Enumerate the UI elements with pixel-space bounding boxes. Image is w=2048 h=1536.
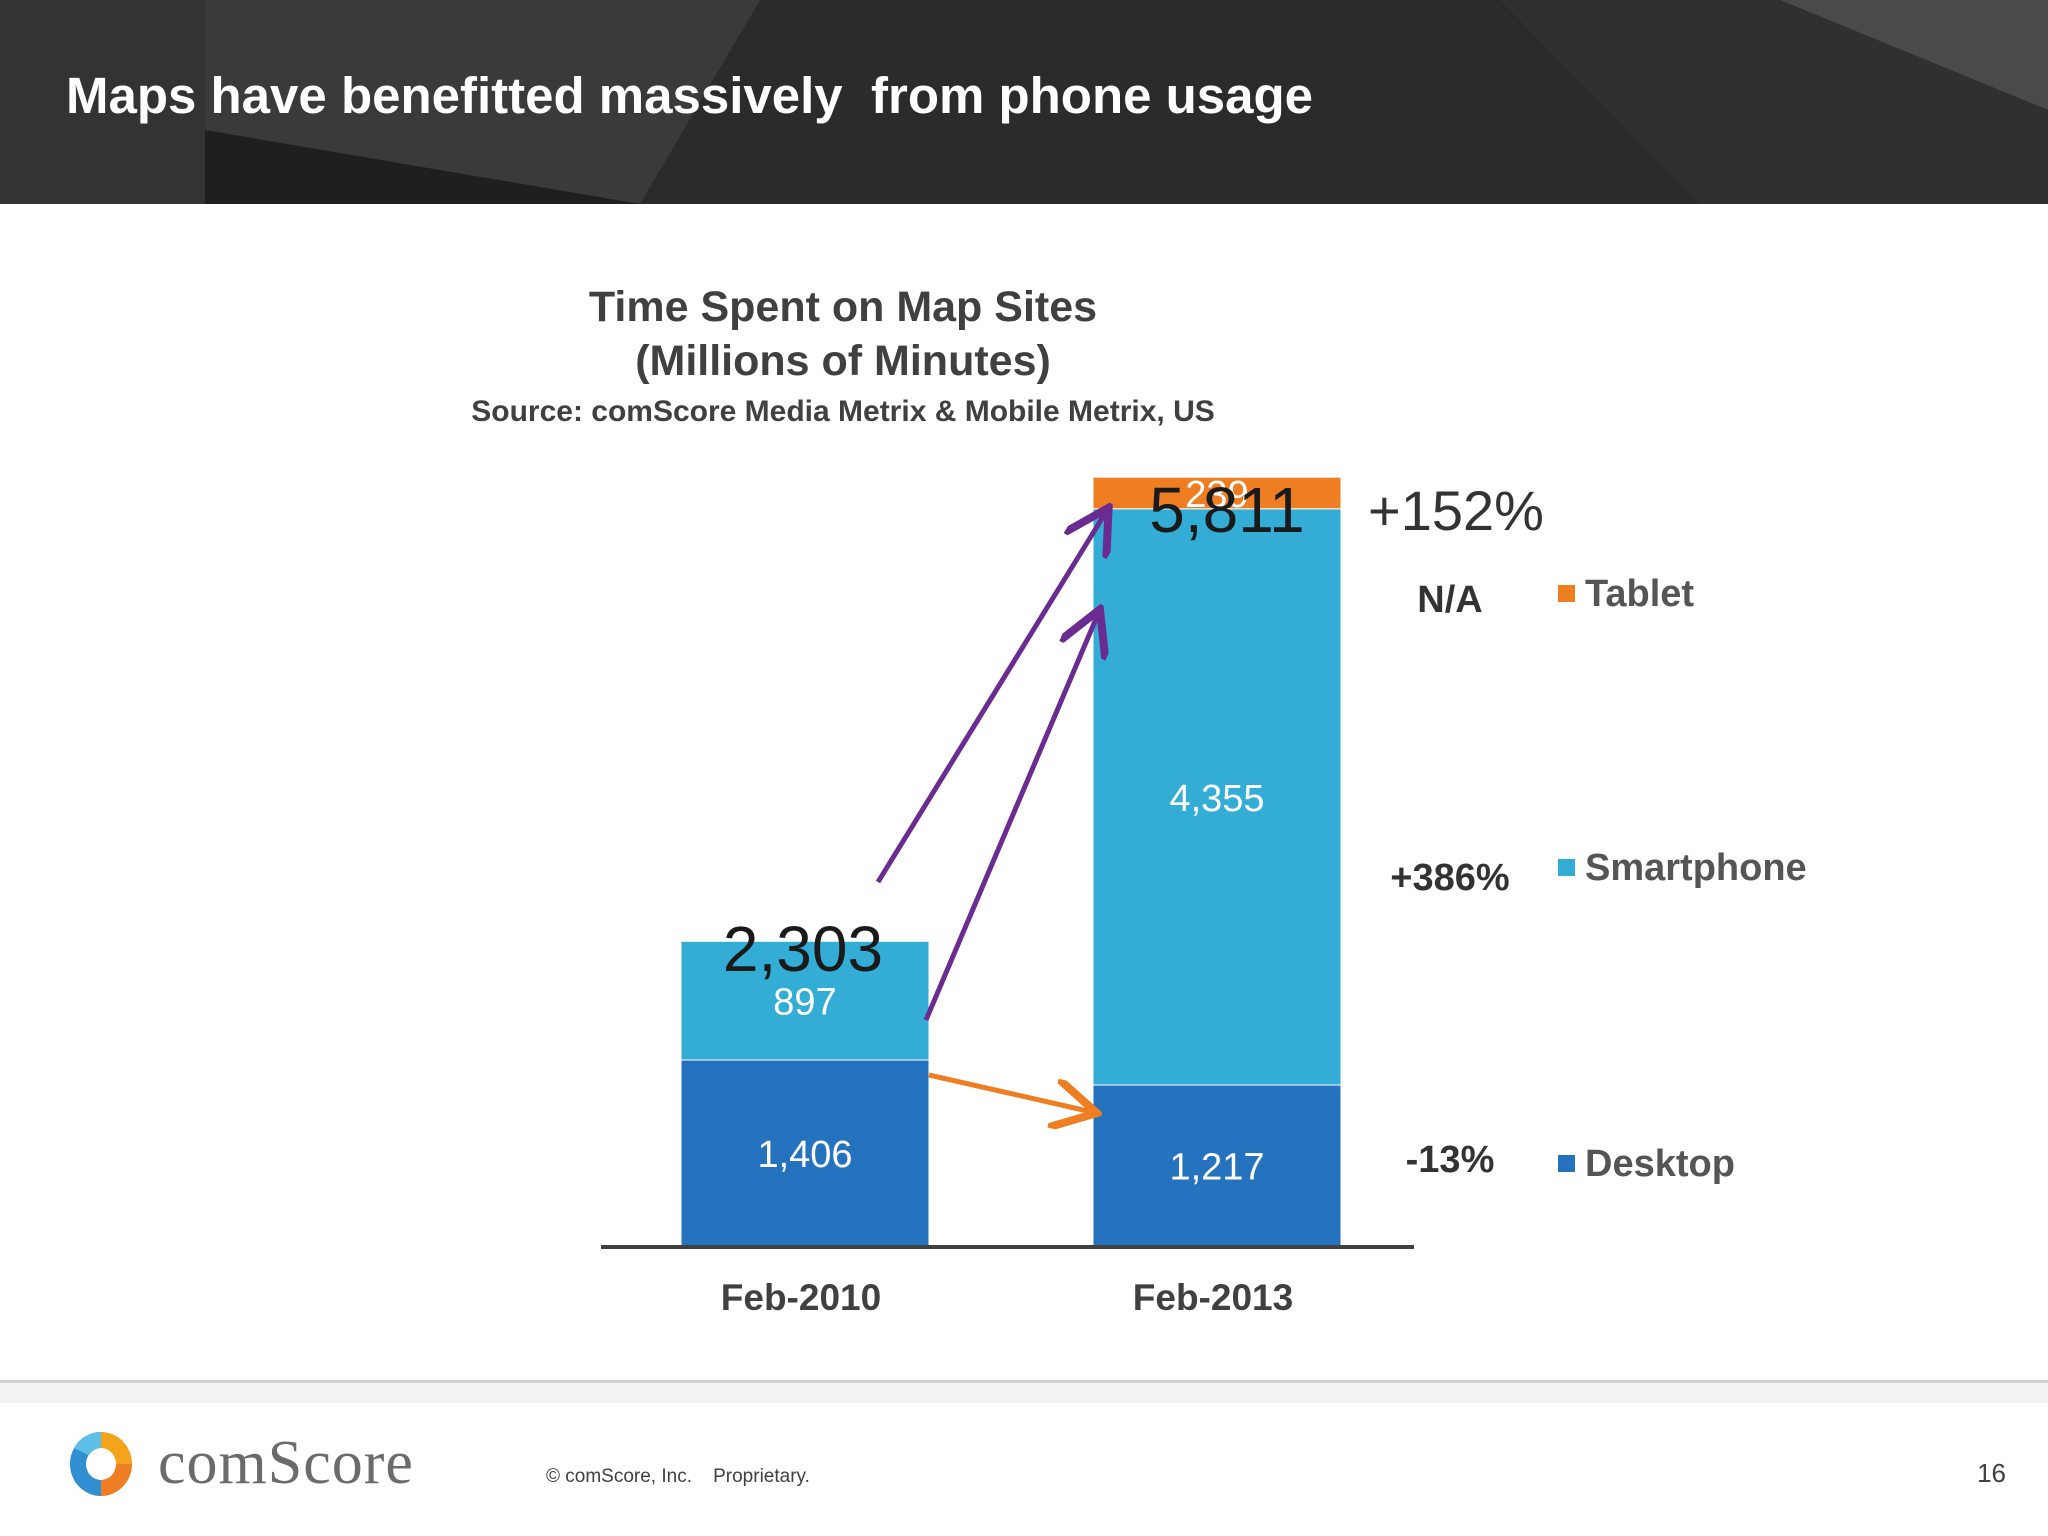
comscore-logo-text: comScore <box>158 1429 414 1497</box>
bar-smartphone-0 <box>680 940 930 1061</box>
comscore-logo-icon <box>70 1431 132 1496</box>
chart-title-units: (Millions of Minutes) <box>635 337 1051 385</box>
footer-band <box>0 1383 2048 1403</box>
bar-tablet-1 <box>1092 476 1342 510</box>
slide-title: Maps have benefitted massively from phon… <box>66 67 1314 124</box>
change-arrow-desktop <box>928 1072 1092 1112</box>
bar-smartphone-1 <box>1092 508 1342 1086</box>
change-label-smartphone: +386% <box>1390 857 1509 899</box>
chart-source: Source: comScore Media Metrix & Mobile M… <box>471 395 1215 428</box>
growth-arrow-total <box>875 512 1106 884</box>
footer-divider <box>0 1380 2048 1383</box>
stacked-bar-chart: 1,406 897 Feb-2010 2,303 1,217 4,355 239 Feb-20… <box>601 474 1807 1318</box>
chart-title: Time Spent on Map Sites <box>588 283 1098 331</box>
legend-swatch-smartphone <box>1558 859 1575 876</box>
change-label-desktop: -13% <box>1406 1139 1495 1181</box>
data-label-smartphone-0: 897 <box>773 982 836 1024</box>
x-tick-label-1: Feb-2013 <box>1133 1277 1293 1318</box>
chart-title-block: Time Spent on Map Sites (Millions of Min… <box>0 280 1686 432</box>
total-label-1: 5,811 <box>1149 474 1304 546</box>
total-label-0: 2,303 <box>723 913 883 985</box>
data-label-desktop-1: 1,217 <box>1169 1146 1264 1188</box>
bar-desktop-0 <box>680 1059 930 1247</box>
bar-desktop-1 <box>1092 1084 1342 1247</box>
page-number: 16 <box>1977 1458 2006 1488</box>
data-label-desktop-0: 1,406 <box>757 1134 852 1176</box>
legend-swatch-tablet <box>1558 585 1575 602</box>
change-label-tablet: N/A <box>1417 579 1482 621</box>
legend-label-desktop: Desktop <box>1585 1143 1735 1185</box>
legend-swatch-desktop <box>1558 1155 1575 1172</box>
copyright-notice: © comScore, Inc. Proprietary. <box>546 1466 810 1487</box>
total-change-label: +152% <box>1368 479 1544 542</box>
x-tick-label-0: Feb-2010 <box>721 1277 881 1318</box>
legend-label-tablet: Tablet <box>1585 573 1694 615</box>
legend-label-smartphone: Smartphone <box>1585 847 1807 889</box>
growth-arrow-mobile <box>923 614 1098 1021</box>
header-banner: Maps have benefitted massively from phon… <box>0 0 2048 204</box>
data-label-smartphone-1: 4,355 <box>1169 778 1264 820</box>
data-label-tablet-1: 239 <box>1185 474 1248 516</box>
header-background-graphic <box>0 0 2048 204</box>
